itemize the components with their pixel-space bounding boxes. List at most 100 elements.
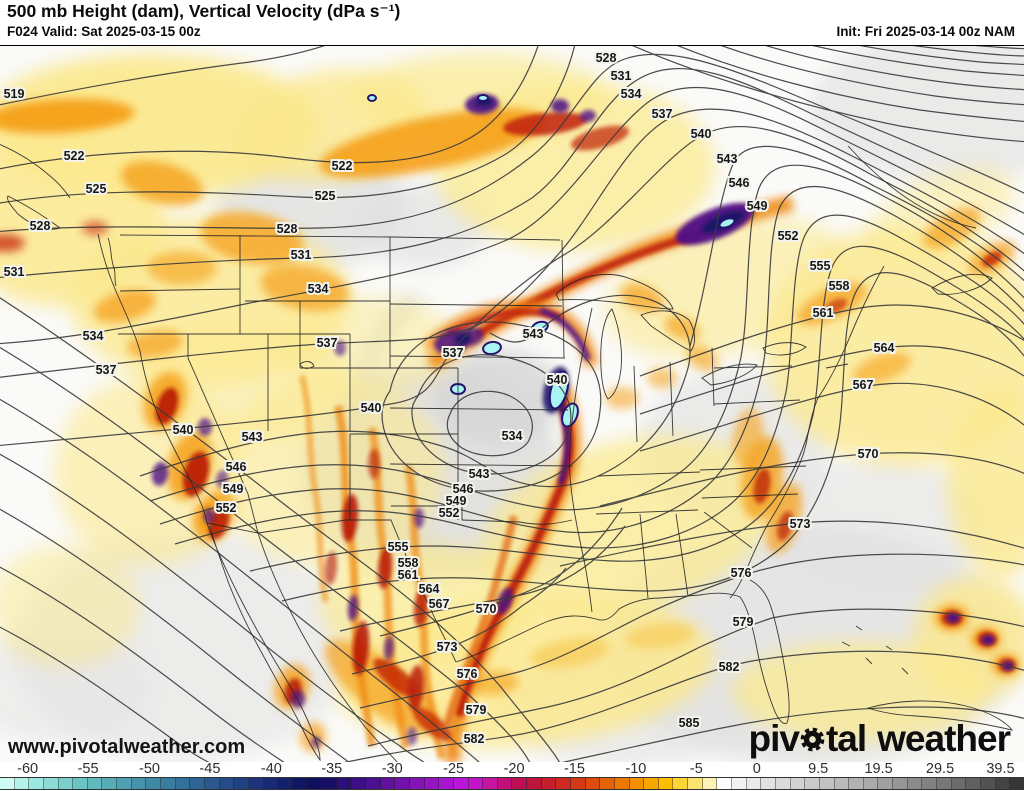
colorbar-cell (468, 778, 484, 789)
contour-label: 579 (733, 615, 754, 629)
colorbar-cell (43, 778, 59, 789)
colorbar-cell (409, 778, 425, 789)
colorbar-cell (746, 778, 762, 789)
colorbar-cell (278, 778, 293, 789)
colorbar-cell (453, 778, 469, 789)
colorbar-cell (805, 778, 820, 789)
contour-label: 585 (679, 716, 700, 730)
contour-label: 582 (464, 732, 485, 746)
colorbar-cell (556, 778, 571, 789)
colorbar-cell (614, 778, 630, 789)
colorbar-tick-label: -25 (443, 761, 465, 777)
contour-label: 531 (611, 69, 632, 83)
colorbar-tick-label: -60 (17, 761, 39, 777)
colorbar-cell (204, 778, 220, 789)
colorbar-tick-label: 19.5 (864, 761, 893, 777)
colorbar-cell (819, 778, 835, 789)
colorbar-cell (175, 778, 191, 789)
contour-label: 546 (453, 482, 474, 496)
colorbar-tick-label: -15 (563, 761, 585, 777)
contour-label: 549 (747, 199, 768, 213)
colorbar-cell (336, 778, 352, 789)
colorbar-cell (951, 778, 967, 789)
colorbar-cell (73, 778, 88, 789)
colorbar-cell (834, 778, 850, 789)
colorbar-cell (395, 778, 410, 789)
colorbar-tick-label: -10 (625, 761, 647, 777)
colorbar-cell (907, 778, 923, 789)
contour-label: 561 (398, 568, 419, 582)
contour-label: 570 (476, 602, 497, 616)
contour-label: 543 (523, 327, 544, 341)
colorbar-cell (263, 778, 279, 789)
contour-label: 528 (30, 219, 51, 233)
contour-label: 570 (858, 447, 879, 461)
map-region: 519 522 525 528 531 534 537 522 525 528 531 534 537 5… (0, 45, 1024, 763)
contour-label: 540 (173, 423, 194, 437)
colorbar-cell (439, 778, 454, 789)
watermark-url: www.pivotalweather.com (8, 736, 246, 758)
contour-label: 546 (729, 176, 750, 190)
colorbar-cells (0, 777, 1024, 790)
contour-label: 528 (596, 51, 617, 65)
contour-label: 531 (4, 265, 25, 279)
colorbar-cell (585, 778, 601, 789)
colorbar-ticks: -60 -55 -50 -45 -40 -35 -30 -25 -20 -15 -10 -5 0 9.5 1… (0, 761, 1024, 777)
contour-label: 537 (96, 363, 117, 377)
contour-label: 564 (874, 341, 895, 355)
colorbar-cell (102, 778, 118, 789)
colorbar-cell (29, 778, 44, 789)
colorbar-cell (541, 778, 557, 789)
contour-label: 543 (469, 467, 490, 481)
contour-label: 558 (829, 279, 850, 293)
contour-label: 540 (691, 127, 712, 141)
colorbar-cell (307, 778, 323, 789)
colorbar-cell (570, 778, 586, 789)
pivotal-weather-logo: piv tal weather (749, 720, 1011, 757)
contour-label: 564 (419, 582, 440, 596)
valid-time-label: F024 Valid: Sat 2025-03-15 00z (7, 24, 201, 39)
page-title: 500 mb Height (dam), Vertical Velocity (… (7, 1, 401, 21)
colorbar-tick-label: -20 (503, 761, 525, 777)
height-contours (0, 46, 1024, 763)
contour-label: 573 (790, 517, 811, 531)
colorbar-tick-label: -50 (139, 761, 160, 777)
colorbar-cell (527, 778, 542, 789)
logo-text-tal: tal (825, 718, 867, 759)
colorbar-cell (190, 778, 205, 789)
contour-label: 579 (466, 703, 487, 717)
colorbar-cell (893, 778, 908, 789)
colorbar-cell (322, 778, 337, 789)
header: 500 mb Height (dam), Vertical Velocity (… (0, 0, 1024, 45)
contour-label: 552 (778, 229, 799, 243)
colorbar-tick-label: -30 (381, 761, 403, 777)
colorbar-tick-label: -55 (77, 761, 99, 777)
contour-label: 528 (277, 222, 298, 236)
colorbar-cell (600, 778, 615, 789)
colorbar-tick-label: 0 (752, 761, 761, 777)
colorbar-cell (717, 778, 733, 789)
map-canvas[interactable]: 519 522 525 528 531 534 537 522 525 528 531 534 537 5… (0, 46, 1024, 763)
colorbar-cell (292, 778, 308, 789)
init-time-label: Init: Fri 2025-03-14 00z NAM (836, 24, 1015, 39)
colorbar-cell (849, 778, 864, 789)
geo-borders (0, 144, 1014, 763)
contour-label: 537 (652, 107, 673, 121)
colorbar-tick-label: -5 (689, 761, 703, 777)
contour-label: 534 (621, 87, 642, 101)
colorbar-tick-label: 39.5 (986, 761, 1015, 777)
contour-label: 537 (317, 336, 338, 350)
colorbar-cell (380, 778, 396, 789)
contour-label: 543 (717, 152, 738, 166)
colorbar-cell (658, 778, 674, 789)
contour-label: 537 (443, 346, 464, 360)
contour-label: 543 (242, 430, 263, 444)
colorbar-cell (922, 778, 937, 789)
gear-icon (800, 727, 825, 752)
colorbar: -60 -55 -50 -45 -40 -35 -30 -25 -20 -15 -10 -5 0 9.5 1… (0, 761, 1024, 791)
shading-yellow-layer (0, 53, 1024, 748)
colorbar-cell (775, 778, 791, 789)
colorbar-cell (87, 778, 103, 789)
colorbar-cell (497, 778, 513, 789)
